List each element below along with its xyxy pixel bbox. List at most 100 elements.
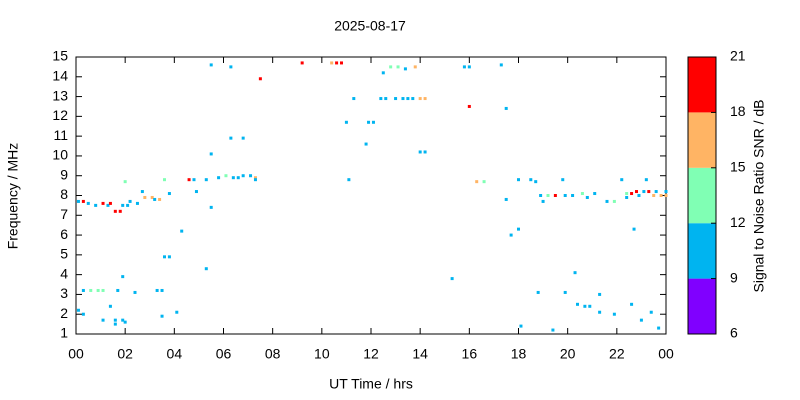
colorbar-band bbox=[688, 57, 716, 113]
y-axis-label: Frequency / MHz bbox=[5, 143, 21, 250]
data-point bbox=[229, 136, 233, 140]
data-point bbox=[467, 65, 471, 69]
data-point bbox=[536, 290, 540, 294]
chart-title: 2025-08-17 bbox=[334, 18, 406, 34]
data-point bbox=[637, 194, 641, 197]
y-tick-label: 9 bbox=[60, 166, 68, 182]
data-point bbox=[118, 209, 122, 213]
data-point bbox=[241, 136, 245, 140]
data-point bbox=[76, 308, 80, 312]
data-point bbox=[121, 318, 125, 322]
data-point bbox=[593, 192, 597, 196]
data-point bbox=[86, 201, 90, 205]
data-point bbox=[121, 203, 125, 207]
data-point bbox=[253, 176, 257, 180]
data-point bbox=[625, 192, 629, 196]
y-tick-label: 14 bbox=[52, 67, 68, 83]
data-point bbox=[344, 120, 348, 124]
data-point bbox=[128, 199, 132, 203]
colorbar-tick-label: 15 bbox=[730, 159, 746, 175]
data-point bbox=[101, 201, 105, 205]
y-tick-label: 12 bbox=[52, 107, 68, 123]
data-point bbox=[167, 192, 171, 196]
data-point bbox=[588, 304, 592, 308]
data-point bbox=[160, 288, 164, 292]
data-point bbox=[664, 190, 668, 194]
data-point bbox=[204, 178, 208, 182]
data-point bbox=[411, 97, 415, 101]
data-point bbox=[121, 275, 125, 279]
data-point bbox=[163, 178, 166, 182]
data-point bbox=[576, 302, 579, 306]
colorbar-label: Signal to Noise Ratio SNR / dB bbox=[751, 100, 767, 293]
data-point bbox=[620, 178, 624, 182]
data-point bbox=[108, 304, 112, 308]
data-point bbox=[140, 190, 144, 194]
colorbar-tick-label: 6 bbox=[730, 325, 738, 341]
data-point bbox=[605, 199, 609, 203]
y-tick-label: 10 bbox=[52, 147, 68, 163]
data-point bbox=[630, 302, 634, 306]
data-point bbox=[379, 97, 383, 101]
data-point bbox=[347, 178, 351, 182]
data-point bbox=[612, 199, 616, 203]
y-tick-label: 3 bbox=[60, 285, 68, 301]
data-point bbox=[94, 203, 98, 207]
data-point bbox=[642, 190, 646, 194]
data-point bbox=[639, 318, 643, 322]
data-point bbox=[330, 61, 334, 65]
data-point bbox=[625, 195, 629, 199]
data-point bbox=[573, 271, 577, 275]
data-point bbox=[630, 192, 634, 196]
data-point bbox=[517, 227, 520, 231]
data-point bbox=[563, 194, 567, 197]
data-point bbox=[571, 194, 575, 197]
data-point bbox=[539, 194, 543, 197]
data-point bbox=[504, 197, 508, 201]
data-point bbox=[116, 288, 120, 292]
data-point bbox=[467, 104, 471, 108]
data-point bbox=[534, 180, 538, 184]
data-point bbox=[585, 195, 589, 199]
data-point bbox=[546, 194, 550, 197]
y-tick-label: 15 bbox=[52, 48, 68, 64]
data-point bbox=[204, 267, 208, 271]
data-point bbox=[475, 180, 479, 184]
x-tick-label: 12 bbox=[363, 346, 379, 362]
data-point bbox=[499, 63, 503, 67]
y-tick-label: 2 bbox=[60, 305, 68, 321]
data-point bbox=[335, 61, 339, 65]
data-point bbox=[155, 288, 159, 292]
y-tick-label: 13 bbox=[52, 87, 68, 103]
data-point bbox=[126, 203, 130, 207]
data-point bbox=[209, 205, 213, 209]
y-tick-label: 6 bbox=[60, 226, 68, 242]
data-point bbox=[123, 320, 127, 324]
data-point bbox=[108, 201, 112, 205]
data-point bbox=[381, 71, 385, 75]
data-point bbox=[644, 178, 648, 182]
x-tick-label: 06 bbox=[216, 346, 232, 362]
x-tick-label: 00 bbox=[658, 346, 674, 362]
data-point bbox=[612, 312, 616, 316]
data-point bbox=[224, 174, 228, 178]
data-point bbox=[241, 174, 245, 178]
data-point bbox=[598, 310, 602, 314]
data-point bbox=[158, 197, 162, 201]
y-tick-label: 7 bbox=[60, 206, 68, 222]
data-point bbox=[462, 65, 466, 69]
data-point bbox=[300, 61, 304, 65]
data-point bbox=[180, 229, 184, 233]
data-point bbox=[384, 97, 388, 101]
data-point bbox=[113, 318, 117, 322]
plot-frame bbox=[75, 56, 667, 335]
data-point bbox=[258, 77, 262, 81]
data-point bbox=[403, 67, 407, 71]
data-point bbox=[394, 97, 398, 101]
data-point bbox=[541, 199, 545, 203]
y-tick-label: 1 bbox=[60, 325, 68, 341]
x-tick-label: 14 bbox=[412, 346, 428, 362]
data-point bbox=[371, 120, 375, 124]
data-point bbox=[413, 65, 417, 69]
data-point bbox=[632, 227, 636, 231]
